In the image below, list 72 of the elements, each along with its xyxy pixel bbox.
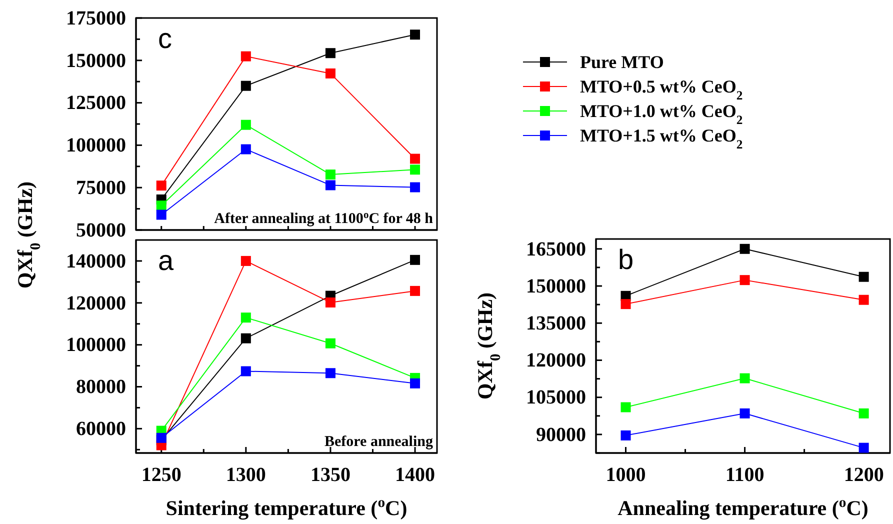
point xyxy=(410,164,420,175)
point xyxy=(410,182,420,192)
y-tick-label: 120000 xyxy=(526,350,586,372)
y-tick-label: 120000 xyxy=(66,292,126,314)
point xyxy=(620,299,631,310)
point xyxy=(858,272,869,282)
point xyxy=(156,200,166,211)
point xyxy=(740,408,750,418)
legend-label: MTO+1.0 wt% CeO$_{2}$ xyxy=(580,101,743,127)
x-axis-title: Annealing temperature ($^{o}$C) xyxy=(618,495,868,520)
annotation: After annealing at 1100$^{o}$C for 48 h xyxy=(214,210,434,227)
y-tick-label: 140000 xyxy=(66,250,126,272)
point xyxy=(740,373,750,384)
x-tick-label: 1100 xyxy=(725,464,764,486)
y-tick-label: 60000 xyxy=(76,418,126,440)
y-tick-label: 165000 xyxy=(526,238,586,260)
point xyxy=(620,402,631,412)
point xyxy=(410,286,420,296)
point xyxy=(240,51,251,62)
x-tick-label: 1000 xyxy=(606,464,646,486)
point xyxy=(410,254,420,265)
y-tick-label: 105000 xyxy=(526,386,586,409)
point xyxy=(740,244,750,254)
point xyxy=(240,312,251,323)
point xyxy=(240,366,251,376)
point xyxy=(325,68,336,78)
y-tick-label: 80000 xyxy=(76,376,126,398)
legend-label: Pure MTO xyxy=(580,52,664,72)
annotation: b xyxy=(618,244,634,275)
annotation: c xyxy=(158,23,172,54)
legend-label: MTO+1.5 wt% CeO$_{2}$ xyxy=(580,126,743,152)
y-tick-label: 135000 xyxy=(526,312,586,335)
point xyxy=(240,333,251,344)
point xyxy=(858,294,869,305)
legend-label: MTO+0.5 wt% CeO$_{2}$ xyxy=(580,76,743,102)
y-tick-label: 90000 xyxy=(536,424,586,446)
point xyxy=(325,338,336,348)
point xyxy=(325,170,336,180)
y-tick-label: 125000 xyxy=(66,92,126,114)
y-tick-label: 175000 xyxy=(66,7,126,30)
y-tick-label: 75000 xyxy=(76,177,126,199)
x-axis-title: Sintering temperature ($^{o}$C) xyxy=(166,495,408,520)
annotation: a xyxy=(158,245,174,276)
point xyxy=(156,180,166,191)
point xyxy=(858,408,869,418)
point xyxy=(240,80,251,91)
point xyxy=(325,48,336,58)
x-tick-label: 1350 xyxy=(310,464,350,486)
y-tick-label: 150000 xyxy=(66,50,126,72)
x-tick-label: 1250 xyxy=(141,464,182,486)
y-tick-label: 100000 xyxy=(66,134,126,157)
y-tick-label: 50000 xyxy=(76,219,126,242)
point xyxy=(410,154,420,164)
point xyxy=(325,368,336,378)
point xyxy=(620,430,631,440)
x-tick-label: 1300 xyxy=(226,464,266,486)
y-tick-label: 150000 xyxy=(526,275,586,298)
point xyxy=(156,432,166,443)
y-tick-label: 100000 xyxy=(66,334,126,356)
annotation: Before annealing xyxy=(324,434,434,450)
point xyxy=(410,30,420,40)
point xyxy=(325,180,336,190)
point xyxy=(325,297,336,308)
x-tick-label: 1400 xyxy=(395,464,436,486)
point xyxy=(410,378,420,388)
point xyxy=(156,210,166,220)
point xyxy=(240,120,251,130)
point xyxy=(740,275,750,286)
point xyxy=(240,144,251,154)
point xyxy=(240,256,251,266)
x-tick-label: 1200 xyxy=(844,464,884,486)
point xyxy=(858,442,869,453)
